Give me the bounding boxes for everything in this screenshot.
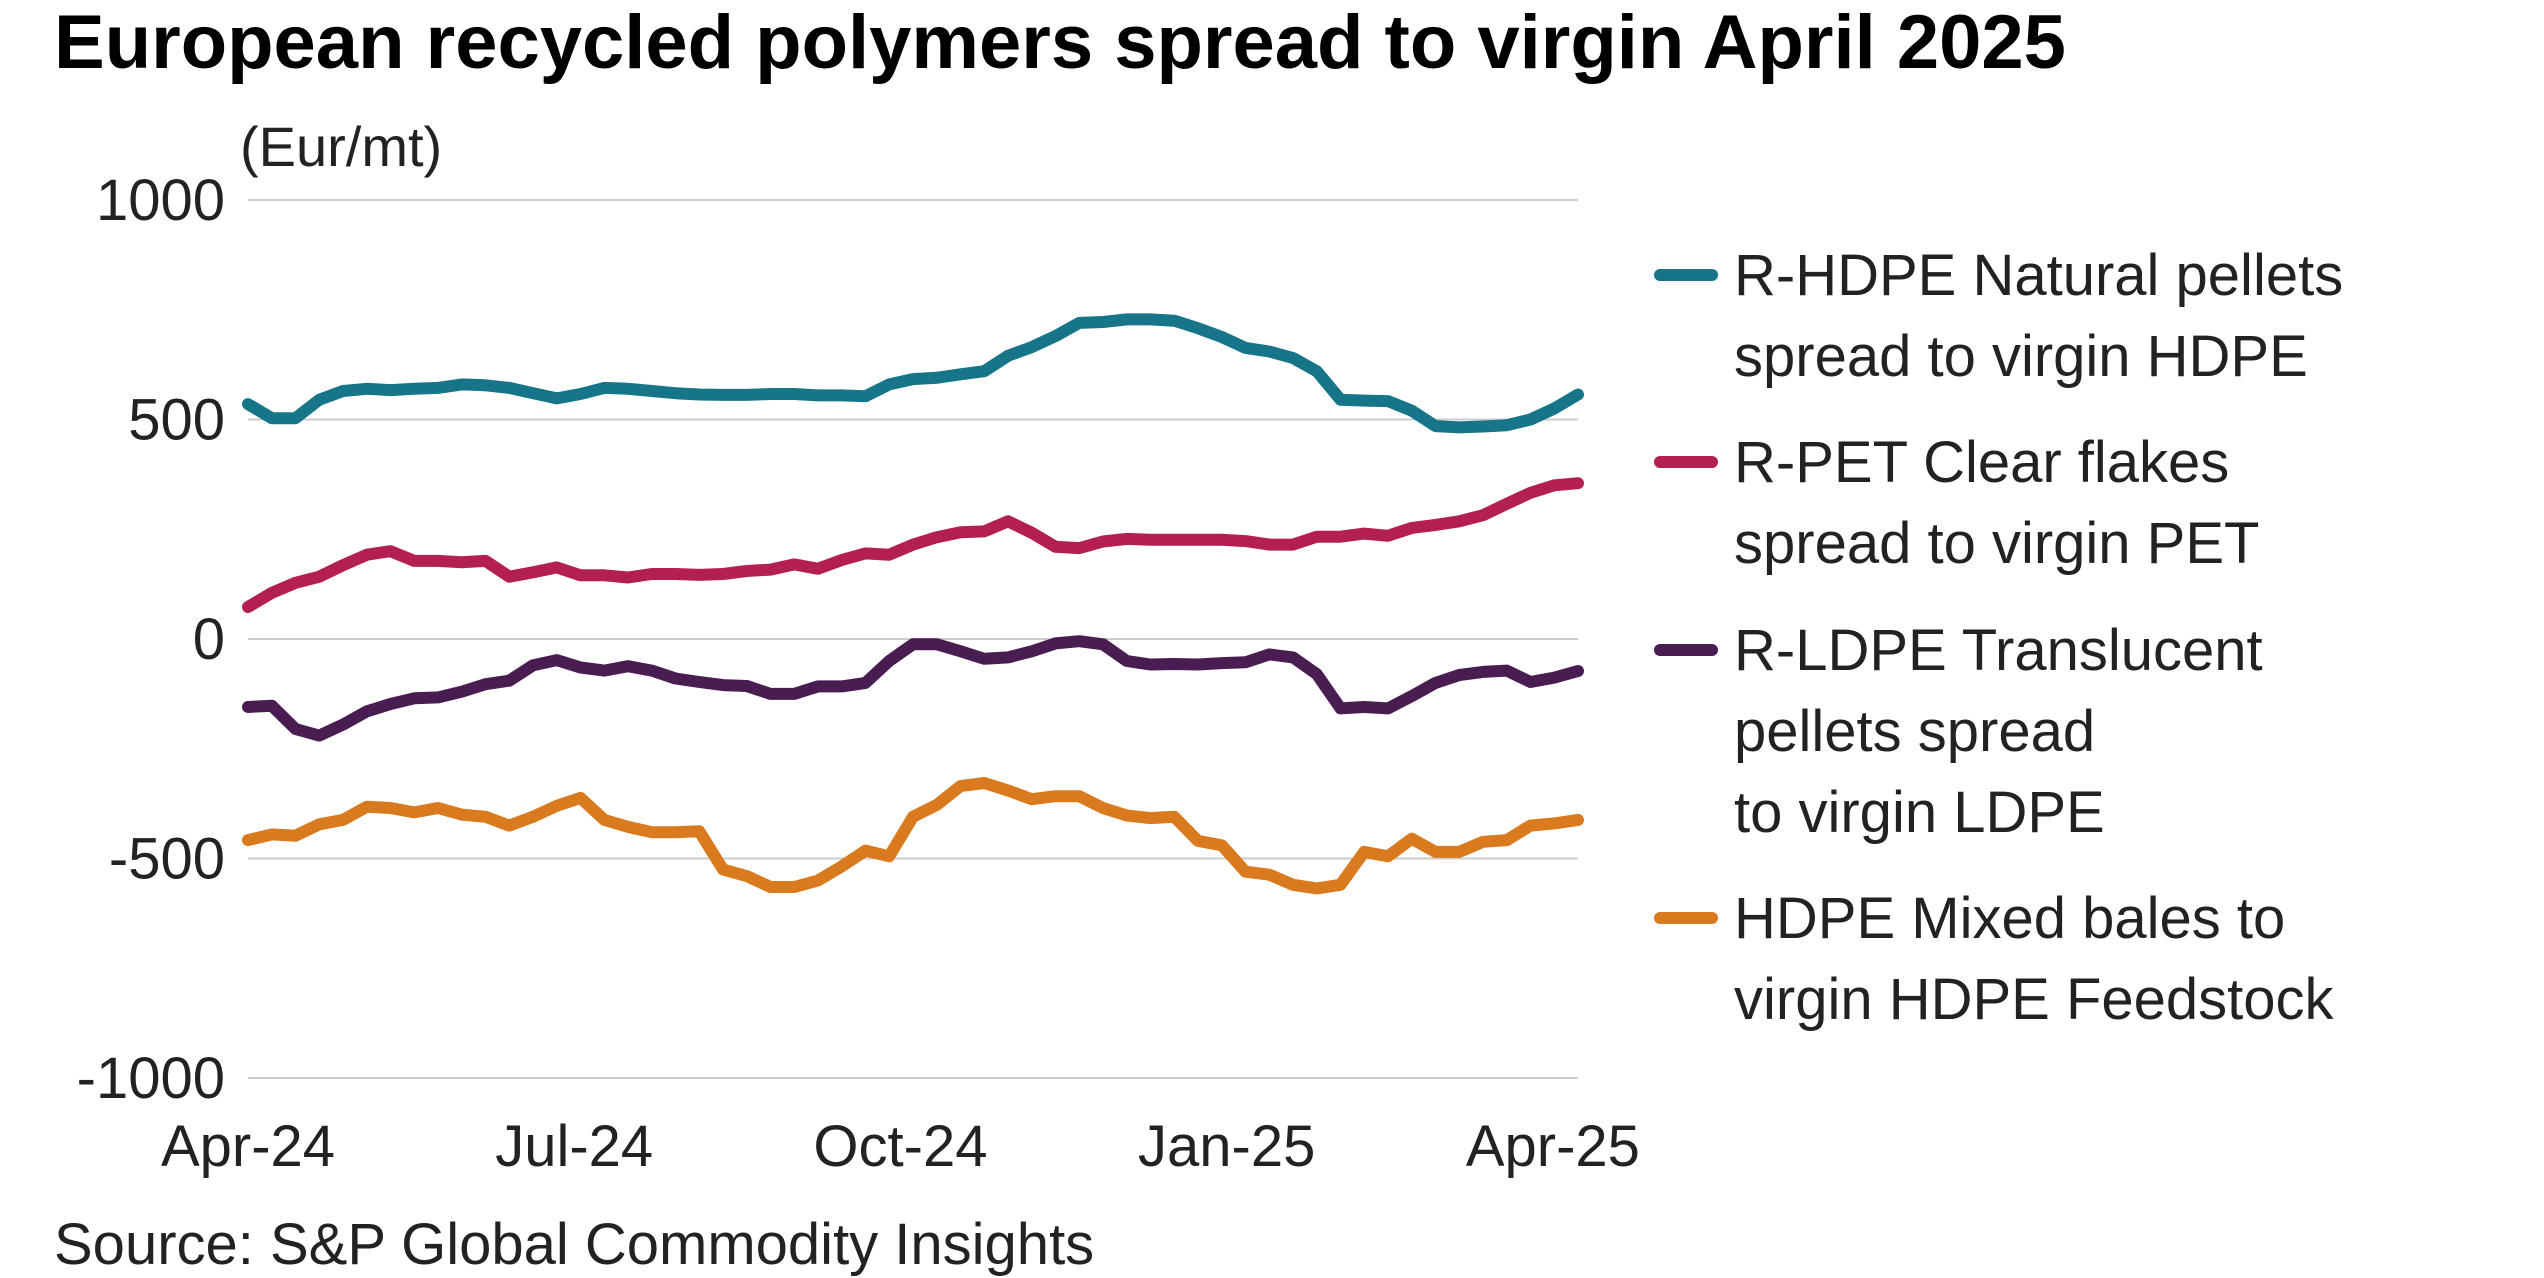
plot-area [242, 313, 1584, 895]
y-tick-label: 500 [128, 388, 225, 453]
x-tick-label: Apr-25 [1466, 1114, 1640, 1179]
series-line [242, 477, 1584, 613]
series-line [242, 635, 1584, 742]
y-axis-ticks: 1000 500 0 -500 -1000 [77, 168, 225, 1111]
y-tick-label: -500 [109, 827, 225, 892]
series-line [242, 777, 1584, 895]
legend-label: spread to virgin HDPE [1734, 324, 2308, 389]
source-note: Source: S&P Global Commodity Insights [54, 1212, 1094, 1277]
legend-label: virgin HDPE Feedstock [1734, 967, 2335, 1032]
chart-title: European recycled polymers spread to vir… [54, 0, 2066, 85]
x-tick-label: Jul-24 [495, 1114, 653, 1179]
legend-label: R-LDPE Translucent [1734, 618, 2263, 683]
legend-label: to virgin LDPE [1734, 780, 2105, 845]
y-tick-label: -1000 [77, 1046, 225, 1111]
y-tick-label: 1000 [96, 168, 225, 233]
legend-label: HDPE Mixed bales to [1734, 886, 2285, 951]
legend-label: R-HDPE Natural pellets [1734, 243, 2343, 308]
x-tick-label: Apr-24 [161, 1114, 335, 1179]
series-line [242, 313, 1584, 434]
x-tick-label: Jan-25 [1138, 1114, 1315, 1179]
legend-label: spread to virgin PET [1734, 511, 2259, 576]
legend: R-HDPE Natural pellets spread to virgin H… [1654, 243, 2343, 1032]
legend-label: pellets spread [1734, 699, 2095, 764]
x-axis-ticks: Apr-24 Jul-24 Oct-24 Jan-25 Apr-25 [161, 1114, 1640, 1179]
y-tick-label: 0 [193, 607, 225, 672]
legend-label: R-PET Clear flakes [1734, 430, 2229, 495]
x-tick-label: Oct-24 [813, 1114, 987, 1179]
y-axis-unit-label: (Eur/mt) [240, 115, 442, 178]
